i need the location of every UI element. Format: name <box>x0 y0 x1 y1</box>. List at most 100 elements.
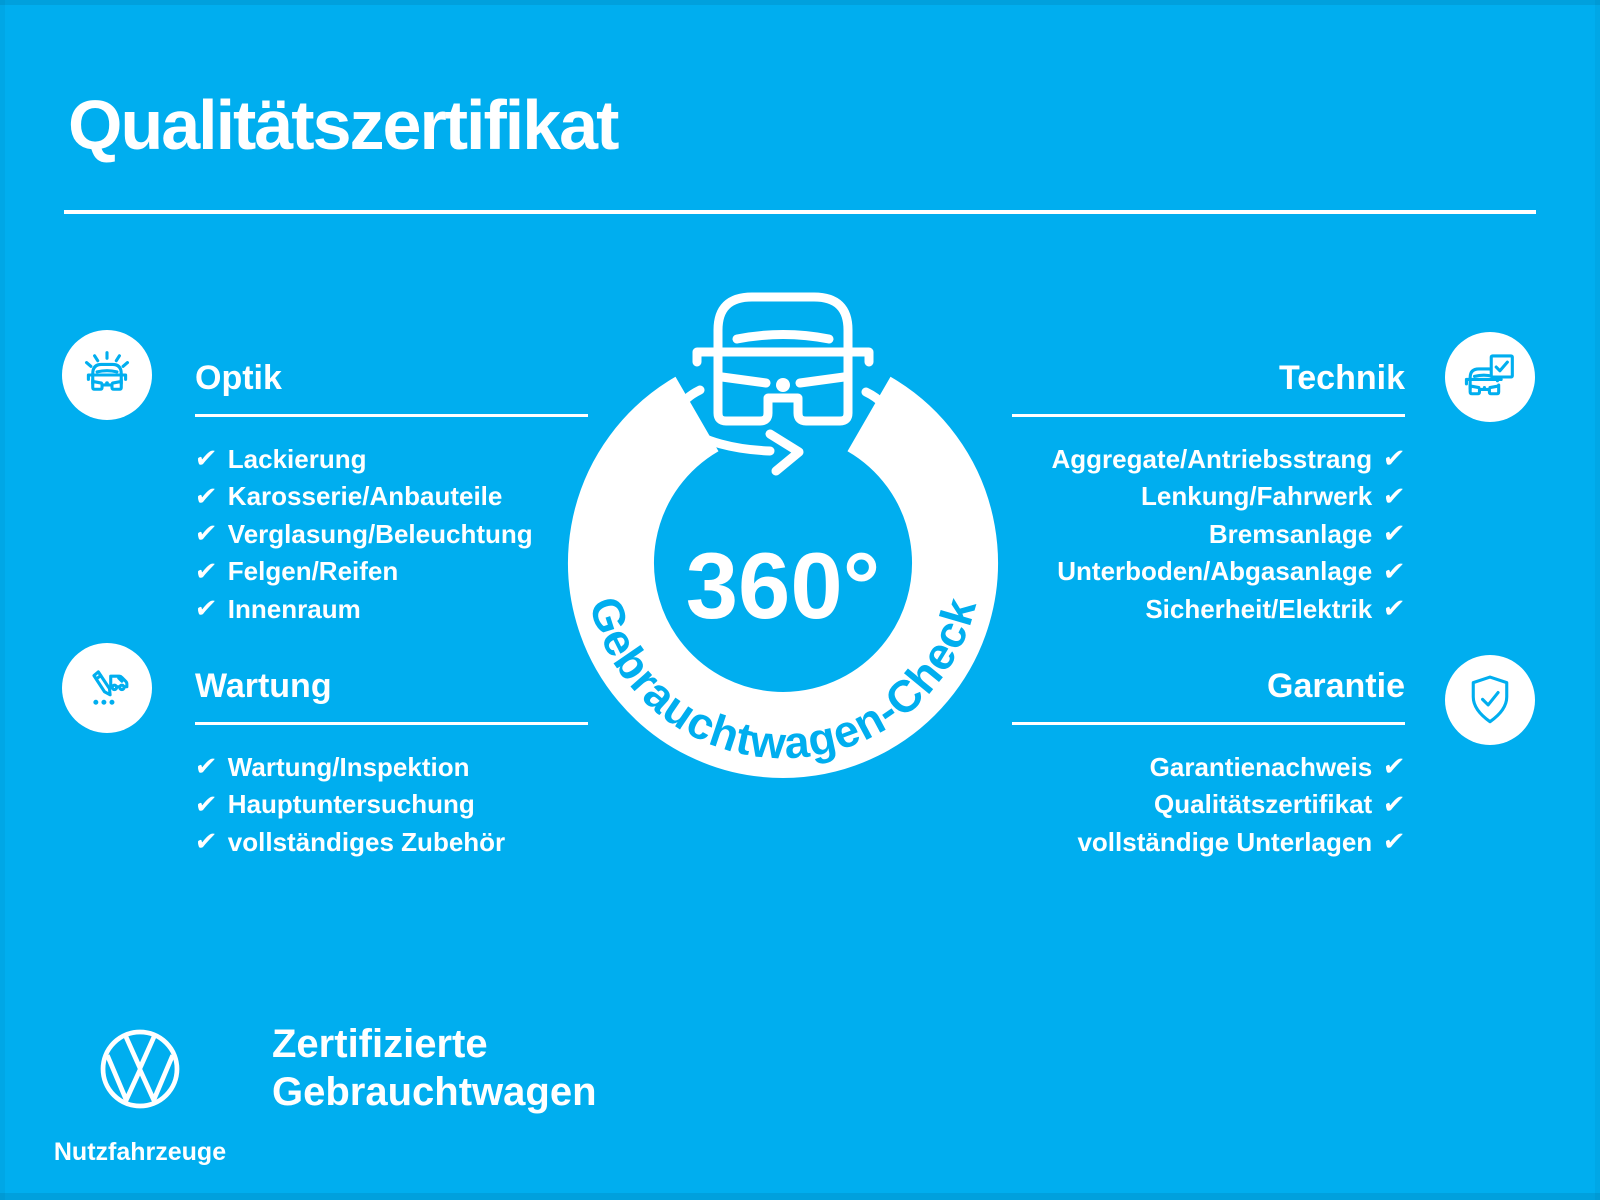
van-window <box>117 676 124 683</box>
technik-icon-circle <box>1445 332 1535 422</box>
list-item: ✔ Bremsanlage <box>1012 516 1407 554</box>
list-item: ✔ Aggregate/Antriebsstrang <box>1012 441 1407 479</box>
shield-check <box>1481 691 1500 707</box>
list-item: ✔ Karosserie/Anbauteile <box>193 478 588 516</box>
check-icon: ✔ <box>193 444 219 475</box>
car-headlights <box>93 380 121 385</box>
checkbox-check <box>1494 360 1509 373</box>
car-headlights <box>1470 384 1499 390</box>
list-item: ✔ Garantienachweis <box>1012 749 1407 787</box>
car-body <box>91 378 123 391</box>
check-icon: ✔ <box>193 789 219 820</box>
check-icon: ✔ <box>1381 519 1407 550</box>
check-icon: ✔ <box>1381 752 1407 783</box>
car-emblem-dot <box>1482 385 1486 390</box>
rotation-arrow-right-arc <box>856 387 892 446</box>
section-optik-underline <box>195 414 588 417</box>
title-divider <box>64 210 1536 214</box>
degrees-label: 360° <box>686 533 880 638</box>
section-optik: Optik ✔ Lackierung ✔ Karosserie/Anbauteile… <box>193 358 588 629</box>
badge-360-check: Gebrauchtwagen-Check 360° <box>568 292 998 778</box>
check-icon: ✔ <box>1381 827 1407 858</box>
check-icon: ✔ <box>193 519 219 550</box>
car-checklist-icon <box>1464 354 1514 396</box>
section-garantie: Garantie ✔ Garantienachweis ✔ Qualitätszer… <box>1012 666 1407 862</box>
list-item-label: Aggregate/Antriebsstrang <box>1051 443 1373 474</box>
list-item-label: Lackierung <box>227 443 367 474</box>
check-icon: ✔ <box>1381 594 1407 625</box>
list-item-label: Innenraum <box>227 593 361 624</box>
list-item: ✔ Lenkung/Fahrwerk <box>1012 478 1407 516</box>
dot <box>93 699 99 705</box>
car-mirrors <box>1464 377 1503 386</box>
rotation-arrow-left-arc <box>674 385 775 456</box>
section-optik-title: Optik <box>195 359 282 397</box>
list-item: ✔ Sicherheit/Elektrik <box>1012 591 1407 629</box>
shield-check-icon <box>1471 675 1509 724</box>
car-emblem-dot <box>105 381 109 385</box>
pencil-van-icon <box>92 670 129 705</box>
section-wartung-underline <box>195 722 588 725</box>
list-item: ✔ Felgen/Reifen <box>193 553 588 591</box>
section-garantie-underline <box>1012 722 1405 725</box>
list-item: ✔ Unterboden/Abgasanlage <box>1012 553 1407 591</box>
list-item: ✔ Innenraum <box>193 591 588 629</box>
list-item-label: Karosserie/Anbauteile <box>227 481 503 512</box>
vw-logo-circle <box>100 1029 180 1109</box>
shield <box>1471 675 1509 724</box>
garantie-checklist: ✔ Garantienachweis ✔ Qualitätszertifikat ✔… <box>1012 749 1407 862</box>
check-icon: ✔ <box>1381 556 1407 587</box>
sparkling-car-icon <box>84 351 130 391</box>
list-item-label: Qualitätszertifikat <box>1154 789 1373 820</box>
optik-checklist: ✔ Lackierung ✔ Karosserie/Anbauteile ✔ Verg… <box>193 441 588 629</box>
section-technik-title: Technik <box>1279 359 1405 397</box>
list-item: ✔ Wartung/Inspektion <box>193 749 588 787</box>
pencil-band <box>94 674 103 681</box>
list-item-label: Unterboden/Abgasanlage <box>1057 556 1373 587</box>
list-item: ✔ vollständige Unterlagen <box>1012 824 1407 862</box>
ring <box>568 376 998 778</box>
rotation-arrowhead <box>765 429 804 476</box>
list-item-label: Garantienachweis <box>1149 751 1373 782</box>
list-item-label: Sicherheit/Elektrik <box>1145 593 1373 624</box>
tagline-line-1: Zertifizierte <box>272 1022 488 1066</box>
section-technik: Technik ✔ Aggregate/Antriebsstrang ✔ Lenku… <box>1012 358 1407 629</box>
vw-logo-w <box>105 1054 175 1106</box>
check-icon: ✔ <box>193 752 219 783</box>
garantie-icon-circle <box>1445 655 1535 745</box>
car-headlights <box>717 372 849 388</box>
optik-icon-circle <box>62 330 152 420</box>
tagline-line-2: Gebrauchtwagen <box>272 1070 597 1114</box>
list-item-label: Lenkung/Fahrwerk <box>1141 481 1373 512</box>
check-icon: ✔ <box>1381 444 1407 475</box>
list-item-label: vollständiges Zubehör <box>227 826 506 857</box>
list-item: ✔ Verglasung/Beleuchtung <box>193 516 588 554</box>
list-item-label: vollständige Unterlagen <box>1077 826 1373 857</box>
car-mirrors <box>86 373 128 381</box>
check-icon: ✔ <box>1381 481 1407 512</box>
vw-logo-v <box>123 1034 157 1074</box>
section-technik-underline <box>1012 414 1405 417</box>
van-wheel <box>110 683 119 692</box>
section-wartung-title: Wartung <box>195 667 332 705</box>
section-wartung: Wartung ✔ Wartung/Inspektion ✔ Hauptunters… <box>193 666 588 861</box>
car-body <box>713 351 853 426</box>
page-title: Qualitätszertifikat <box>68 86 619 164</box>
dot <box>109 699 115 705</box>
car-body <box>1468 383 1501 396</box>
dot <box>101 699 107 705</box>
wartung-icon-circle <box>62 643 152 733</box>
list-item-label: Bremsanlage <box>1208 518 1373 549</box>
car-mirrors <box>692 347 874 367</box>
sparkle-rays <box>84 351 130 368</box>
list-item: ✔ Hauptuntersuchung <box>193 786 588 824</box>
car-roof <box>91 362 123 386</box>
section-garantie-title: Garantie <box>1267 667 1405 705</box>
van-wheel <box>118 683 126 692</box>
list-item-label: Felgen/Reifen <box>227 556 399 587</box>
list-item: ✔ Qualitätszertifikat <box>1012 786 1407 824</box>
check-icon: ✔ <box>193 594 219 625</box>
check-icon: ✔ <box>193 556 219 587</box>
tagline: Zertifizierte Gebrauchtwagen <box>272 1020 597 1116</box>
